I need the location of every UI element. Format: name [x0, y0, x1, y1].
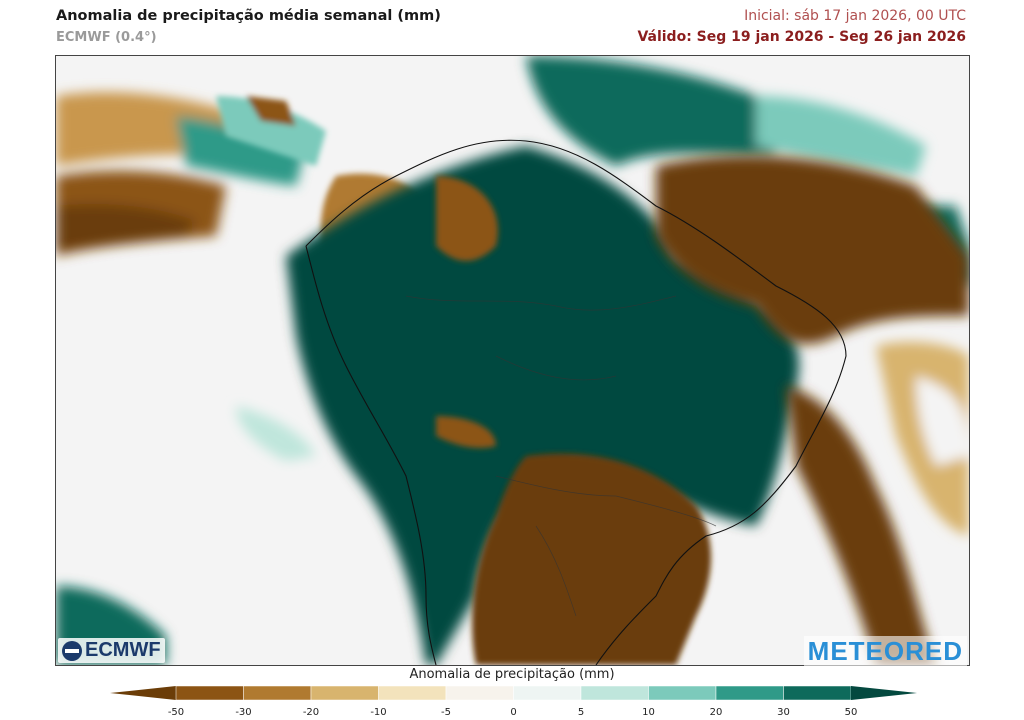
legend-swatch [513, 685, 582, 701]
legend-tick-label: -50 [167, 707, 185, 718]
legend-tick-label: 10 [642, 707, 655, 718]
legend-tick-label: 0 [510, 707, 517, 718]
legend-swatch [243, 685, 312, 701]
legend-swatch [175, 685, 244, 701]
legend-tick-label: -5 [441, 707, 451, 718]
model-label: ECMWF (0.4°) [56, 30, 157, 45]
legend-swatch [310, 685, 379, 701]
legend-tick-label: 50 [844, 707, 858, 718]
legend-title: Anomalia de precipitação (mm) [409, 667, 615, 682]
legend-swatch [445, 685, 514, 701]
legend-swatch [783, 685, 852, 701]
valid-period: Válido: Seg 19 jan 2026 - Seg 26 jan 202… [637, 29, 966, 45]
borders [405, 295, 717, 617]
legend-colorbar [110, 685, 917, 701]
map-canvas [56, 56, 969, 665]
legend-tick-label: 5 [577, 707, 585, 718]
legend-swatch [715, 685, 784, 701]
ecmwf-logo-icon [62, 640, 82, 661]
initial-date: Inicial: sáb 17 jan 2026, 00 UTC [744, 8, 966, 24]
precipitation-anomaly-map [55, 55, 970, 666]
date-block: Inicial: sáb 17 jan 2026, 00 UTC Válido:… [637, 8, 966, 45]
legend-tick-label: 20 [709, 707, 723, 718]
legend-arrow-high [851, 686, 917, 700]
ecmwf-logo-text: ECMWF [85, 639, 161, 661]
legend-swatch [580, 685, 649, 701]
legend-swatch [378, 685, 447, 701]
legend-tick-label: -20 [302, 707, 320, 718]
legend-arrow-low [110, 686, 176, 700]
northeast-dry-anomaly [656, 155, 969, 665]
coastline [305, 139, 847, 665]
southern-dry-anomaly [436, 176, 711, 665]
legend-swatch [648, 685, 717, 701]
map-title: Anomalia de precipitação média semanal (… [56, 8, 441, 24]
meteored-logo: METEORED [803, 636, 967, 667]
legend-tick-label: -30 [235, 707, 252, 718]
ecmwf-logo: ECMWF [58, 638, 165, 663]
legend-tick-label: 30 [777, 707, 790, 718]
title-block: Anomalia de precipitação média semanal (… [56, 8, 441, 45]
legend-tick-label: -10 [370, 707, 387, 718]
